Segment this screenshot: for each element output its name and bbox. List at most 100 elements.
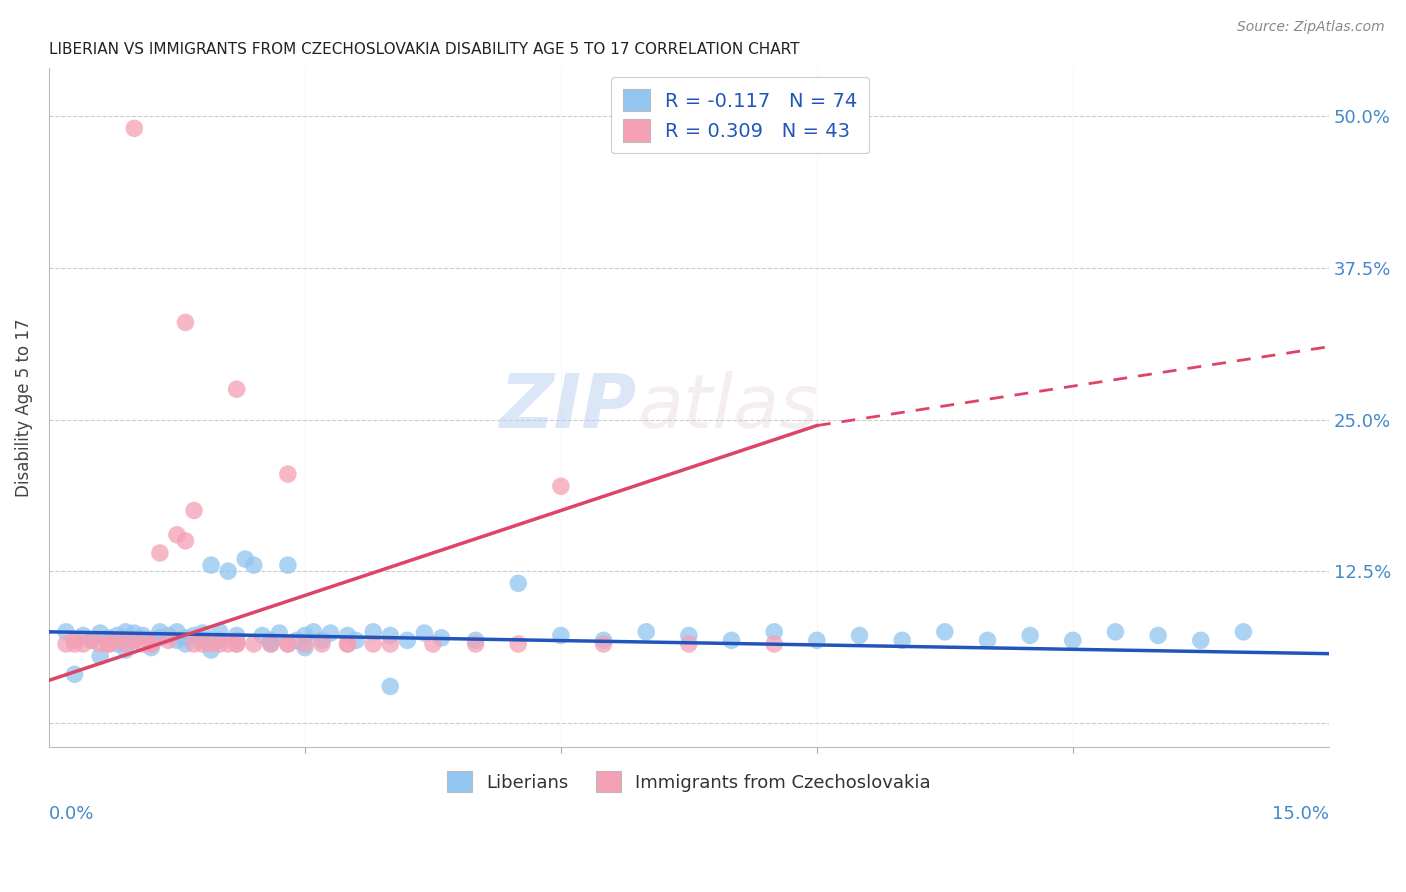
Text: Source: ZipAtlas.com: Source: ZipAtlas.com (1237, 20, 1385, 34)
Point (678, 628, 700, 642)
Point (277, 467, 299, 482)
Point (208, 624, 231, 639)
Point (157, 628, 180, 642)
Point (105, 637, 128, 651)
Point (208, 637, 231, 651)
Text: 15.0%: 15.0% (1272, 805, 1329, 822)
Point (336, 628, 359, 642)
Point (976, 633, 998, 648)
Point (260, 633, 283, 648)
Point (422, 637, 444, 651)
Point (508, 637, 530, 651)
Point (63, 667, 86, 681)
Point (97, 637, 120, 651)
Point (1232, 624, 1254, 639)
Point (89, 649, 111, 664)
Point (174, 637, 197, 651)
Point (166, 528, 188, 542)
Point (260, 637, 283, 651)
Point (141, 637, 163, 651)
Point (191, 637, 214, 651)
Point (252, 628, 274, 642)
Point (336, 637, 359, 651)
Point (141, 633, 163, 648)
Point (141, 640, 163, 655)
Point (848, 628, 870, 642)
Point (294, 628, 316, 642)
Point (678, 637, 700, 651)
Point (1062, 633, 1084, 648)
Text: 0.0%: 0.0% (49, 805, 94, 822)
Point (550, 479, 572, 493)
Point (380, 637, 402, 651)
Point (1104, 624, 1126, 639)
Point (336, 637, 359, 651)
Point (114, 643, 136, 657)
Point (1019, 628, 1042, 642)
Point (294, 637, 316, 651)
Point (396, 633, 419, 648)
Point (124, 633, 146, 648)
Y-axis label: Disability Age 5 to 17: Disability Age 5 to 17 (15, 318, 32, 497)
Point (550, 628, 572, 642)
Point (592, 633, 614, 648)
Point (592, 637, 614, 651)
Point (191, 633, 214, 648)
Point (141, 637, 163, 651)
Point (302, 624, 325, 639)
Point (891, 633, 914, 648)
Point (89, 626, 111, 640)
Point (200, 637, 222, 651)
Point (233, 552, 256, 566)
Point (277, 637, 299, 651)
Point (464, 633, 486, 648)
Point (166, 633, 188, 648)
Point (763, 624, 786, 639)
Point (200, 558, 222, 573)
Point (636, 624, 658, 639)
Point (380, 680, 402, 694)
Point (361, 637, 384, 651)
Point (319, 626, 342, 640)
Point (132, 628, 155, 642)
Point (934, 624, 956, 639)
Point (508, 576, 530, 591)
Text: ZIP: ZIP (501, 371, 638, 444)
Point (183, 637, 205, 651)
Point (720, 633, 742, 648)
Point (157, 633, 180, 648)
Point (174, 315, 197, 329)
Point (114, 631, 136, 645)
Point (217, 564, 239, 578)
Point (225, 382, 247, 396)
Point (105, 633, 128, 648)
Text: LIBERIAN VS IMMIGRANTS FROM CZECHOSLOVAKIA DISABILITY AGE 5 TO 17 CORRELATION CH: LIBERIAN VS IMMIGRANTS FROM CZECHOSLOVAK… (49, 42, 800, 57)
Point (183, 503, 205, 517)
Point (285, 633, 308, 648)
Point (174, 631, 197, 645)
Point (413, 626, 436, 640)
Point (183, 628, 205, 642)
Point (174, 533, 197, 548)
Point (217, 637, 239, 651)
Point (277, 558, 299, 573)
Point (208, 633, 231, 648)
Point (105, 628, 128, 642)
Point (242, 558, 264, 573)
Point (260, 637, 283, 651)
Point (430, 631, 453, 645)
Point (1147, 628, 1170, 642)
Point (80, 633, 103, 648)
Text: atlas: atlas (638, 371, 820, 443)
Point (149, 631, 172, 645)
Point (225, 637, 247, 651)
Point (124, 633, 146, 648)
Point (63, 637, 86, 651)
Point (225, 637, 247, 651)
Point (114, 624, 136, 639)
Point (72, 637, 94, 651)
Point (242, 637, 264, 651)
Point (55, 624, 77, 639)
Point (269, 626, 291, 640)
Point (166, 624, 188, 639)
